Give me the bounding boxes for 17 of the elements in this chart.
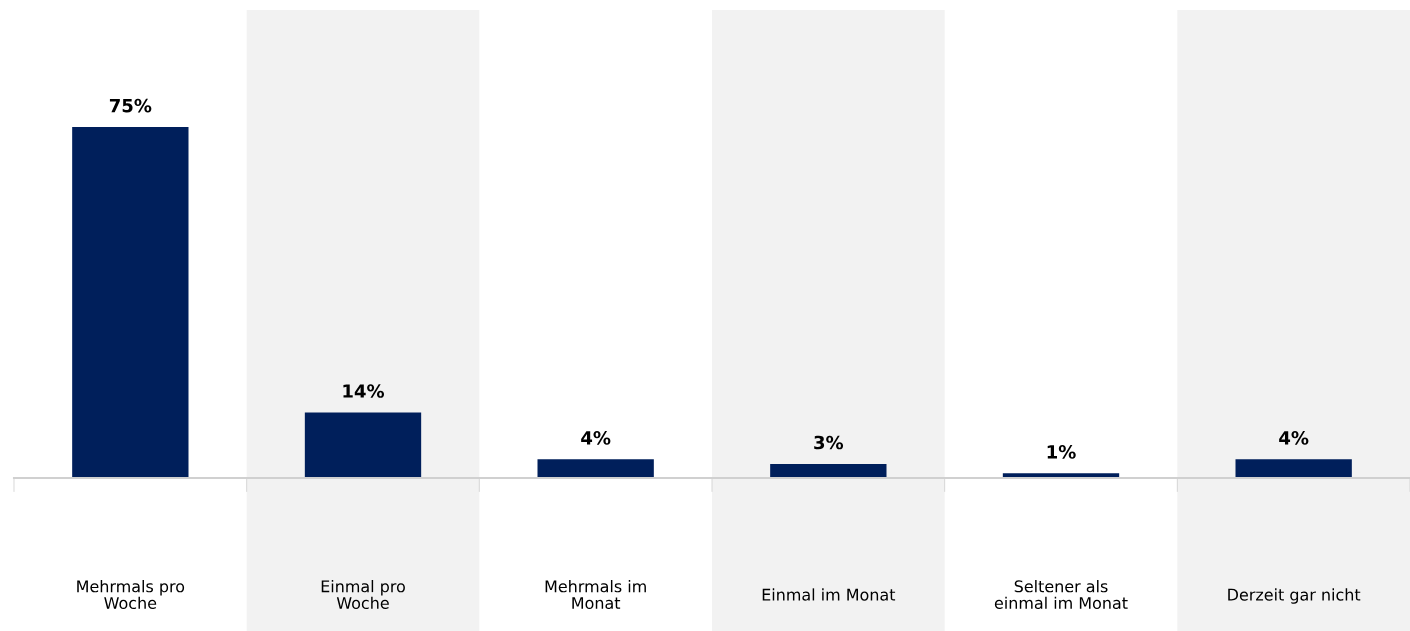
bar: [72, 127, 189, 478]
x-tick-label: Einmal pro Woche: [321, 579, 405, 610]
data-label: 1%: [1047, 445, 1076, 459]
data-label: 75%: [109, 98, 152, 113]
data-label: 3%: [814, 435, 844, 450]
data-label: 4%: [581, 431, 611, 445]
x-tick-label: Derzeit gar nicht: [1228, 588, 1361, 604]
data-label: 4%: [1279, 431, 1309, 445]
x-tick-label: Seltener als einmal im Monat: [994, 579, 1128, 610]
x-tick-label: Mehrmals pro Woche: [77, 579, 185, 610]
data-label: 14%: [343, 384, 385, 398]
x-tick-label: Mehrmals im Monat: [545, 579, 646, 610]
x-tick-label: Einmal im Monat: [762, 588, 896, 601]
bar: [770, 463, 887, 478]
bar: [1235, 459, 1352, 478]
bar: [304, 412, 422, 478]
bar: [537, 459, 654, 478]
